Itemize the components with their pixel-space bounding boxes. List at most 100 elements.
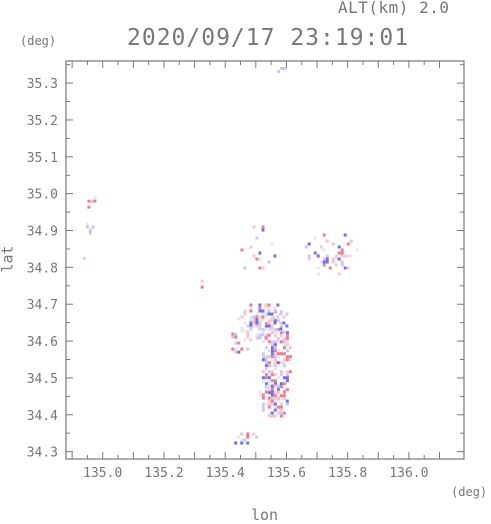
echo-pixel: [264, 334, 268, 338]
echo-pixel: [279, 382, 283, 386]
y-tick-label: 34.6: [27, 335, 58, 350]
echo-pixel: [279, 334, 283, 338]
echo-pixel: [258, 257, 262, 261]
echo-pixel: [267, 382, 271, 386]
echo-pixel: [276, 328, 280, 332]
echo-pixel: [279, 352, 283, 356]
echo-pixel: [243, 329, 247, 333]
echo-pixel: [264, 361, 268, 365]
x-axis-label: lon: [251, 506, 279, 524]
echo-pixel: [264, 336, 268, 340]
echo-pixel: [313, 251, 317, 255]
echo-pixel: [261, 330, 265, 334]
echo-pixel: [261, 318, 265, 322]
echo-pixel: [270, 331, 274, 335]
echo-pixel: [249, 321, 253, 325]
echo-pixel: [264, 303, 268, 307]
echo-pixel: [246, 435, 250, 439]
echo-pixel: [267, 324, 271, 328]
y-tick-label: 34.9: [27, 225, 58, 240]
echo-pixel: [261, 396, 265, 400]
echo-pixel: [285, 379, 289, 383]
echo-pixel: [337, 245, 341, 249]
echo-pixel: [340, 251, 344, 255]
echo-pixel: [267, 340, 271, 344]
echo-pixel: [267, 349, 271, 353]
echo-pixel: [285, 399, 289, 403]
echo-pixel: [276, 411, 280, 415]
echo-pixel: [325, 257, 329, 261]
echo-pixel: [325, 260, 329, 264]
echo-pixel: [340, 263, 344, 267]
echo-pixel: [264, 322, 268, 326]
echo-pixel: [261, 333, 265, 337]
echo-pixel: [270, 370, 274, 374]
echo-pixel: [325, 239, 329, 243]
echo-pixel: [279, 397, 283, 401]
echo-pixel: [246, 441, 250, 445]
echo-pixel: [273, 316, 277, 320]
echo-pixel: [279, 394, 283, 398]
echo-pixel: [273, 355, 277, 359]
echo-pixel: [334, 257, 338, 261]
echo-pixel: [273, 254, 277, 258]
echo-pixel: [200, 285, 204, 289]
echo-pixel: [234, 335, 238, 339]
echo-pixel: [93, 196, 97, 200]
echo-pixel: [261, 393, 265, 397]
echo-pixel: [282, 346, 286, 350]
echo-pixel: [255, 257, 259, 261]
echo-pixel: [261, 405, 265, 409]
echo-pixel: [85, 225, 89, 229]
echo-pixel: [252, 324, 256, 328]
y-tick-label: 34.8: [27, 261, 58, 276]
echo-pixel: [273, 408, 277, 412]
echo-pixel: [340, 254, 344, 258]
y-tick-label: 35.0: [27, 188, 58, 203]
echo-pixel: [234, 441, 238, 445]
echo-pixel: [252, 432, 256, 436]
echo-pixel: [267, 402, 271, 406]
echo-pixel: [276, 319, 280, 323]
tick-layer: 135.0 135.2 135.4 135.6 135.8 136.0 35.3 35.2 35…: [27, 61, 464, 481]
echo-pixel: [282, 388, 286, 392]
echo-pixel: [258, 303, 262, 307]
echo-pixel: [240, 432, 244, 436]
echo-pixel: [267, 327, 271, 331]
echo-pixel: [261, 376, 265, 380]
echo-pixel: [249, 303, 253, 307]
echo-pixel: [258, 306, 262, 310]
echo-pixel: [240, 438, 244, 442]
echo-pixel: [255, 315, 259, 319]
echo-pixel: [316, 254, 320, 258]
echo-pixel: [276, 405, 280, 409]
echo-pixel: [273, 352, 277, 356]
echo-pixel: [276, 330, 280, 334]
x-tick-label: 136.0: [389, 466, 428, 481]
echo-pixel: [261, 352, 265, 356]
echo-pixel: [267, 260, 271, 264]
echo-pixel: [279, 325, 283, 329]
y-tick-label: 34.7: [27, 298, 58, 313]
echo-pixel: [276, 352, 280, 356]
echo-pixel: [261, 402, 265, 406]
echo-pixel: [276, 361, 280, 365]
echo-pixel: [261, 379, 265, 383]
echo-pixel: [276, 340, 280, 344]
echo-pixel: [267, 309, 271, 313]
echo-pixel: [273, 394, 277, 398]
echo-pixel: [234, 347, 238, 351]
echo-pixel: [279, 312, 283, 316]
echo-pixel: [279, 321, 283, 325]
echo-pixel: [282, 337, 286, 341]
echo-pixel: [276, 355, 280, 359]
echo-pixel: [261, 355, 265, 359]
echo-pixel: [322, 260, 326, 264]
echo-pixel: [273, 384, 277, 388]
y-tick-label: 35.1: [27, 151, 58, 166]
echo-pixel: [276, 376, 280, 380]
echo-pixel: [273, 382, 277, 386]
echo-pixel: [343, 254, 347, 258]
echo-pixel: [285, 388, 289, 392]
echo-pixel: [249, 338, 253, 342]
